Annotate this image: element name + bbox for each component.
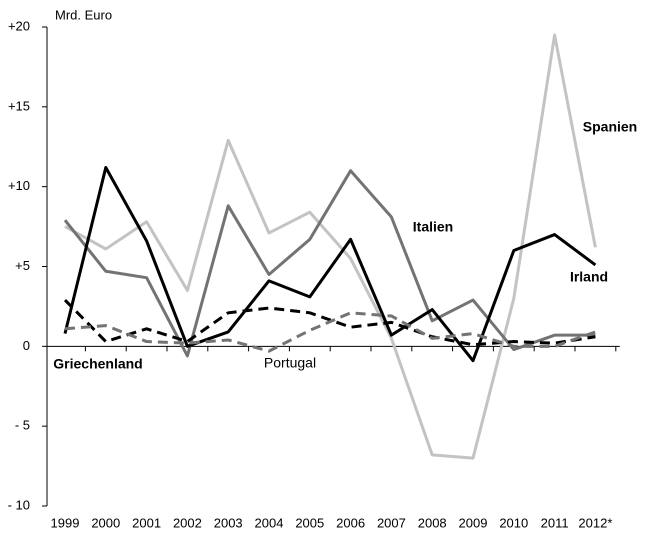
series-line	[63, 166, 597, 363]
series-label: Griechenland	[53, 356, 142, 372]
series-line	[63, 169, 596, 358]
x-tick-label: 2002	[173, 515, 202, 530]
x-tick-label: 2006	[336, 515, 365, 530]
x-tick-label: 2008	[418, 515, 447, 530]
y-tick-label: - 5	[15, 418, 30, 433]
series-label: Irland	[570, 269, 608, 285]
x-tick-label: 2010	[499, 515, 528, 530]
y-tick-label: +10	[8, 178, 30, 193]
x-tick-label: 2011	[541, 515, 569, 530]
series-label: Italien	[413, 219, 453, 235]
x-tick-label: 1999	[51, 515, 80, 530]
x-tick-label: 2000	[91, 515, 120, 530]
series-line	[64, 311, 596, 353]
x-tick-label: 2007	[377, 515, 406, 530]
x-tick-label: 2001	[132, 515, 161, 530]
x-tick-label: 2009	[459, 515, 488, 530]
y-tick-label: 0	[23, 338, 30, 353]
series-label: Spanien	[583, 119, 637, 135]
x-tick-label: 2005	[295, 515, 324, 530]
x-tick-label: 2012*	[578, 515, 612, 530]
y-tick-label: - 10	[8, 497, 30, 512]
y-tick-label: +15	[8, 98, 30, 113]
series-label: Portugal	[264, 355, 316, 371]
x-tick-label: 2004	[255, 515, 284, 530]
y-tick-label: +20	[8, 18, 30, 33]
y-axis-label: Mrd. Euro	[55, 7, 112, 22]
y-tick-label: +5	[15, 258, 30, 273]
series-line	[64, 33, 597, 460]
x-tick-label: 2003	[214, 515, 243, 530]
